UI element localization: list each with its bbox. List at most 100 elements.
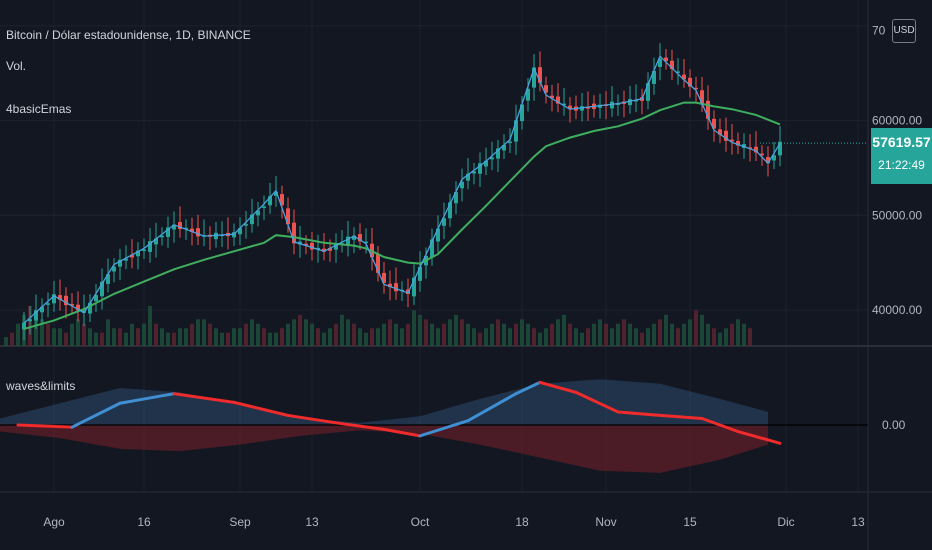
- volume-bar: [70, 323, 74, 346]
- candle-body: [286, 208, 290, 225]
- volume-bar: [274, 332, 278, 346]
- candle-body: [382, 272, 386, 283]
- wave-segment: [736, 430, 782, 445]
- oscillator-pane: [0, 379, 868, 473]
- volume-bar: [370, 328, 374, 346]
- volume-bar: [592, 323, 596, 346]
- volume-bar: [88, 328, 92, 346]
- candle-body: [694, 87, 698, 90]
- volume-bar: [178, 328, 182, 346]
- candle-body: [682, 74, 686, 80]
- volume-bar: [220, 332, 224, 346]
- wave-segment: [514, 380, 542, 396]
- price-tick-label: 40000.00: [872, 303, 922, 317]
- candle-body: [346, 236, 350, 246]
- volume-bar: [586, 328, 590, 346]
- candle-body: [448, 202, 452, 219]
- volume-bar: [64, 332, 68, 346]
- candle-body: [256, 210, 260, 216]
- volume-bar: [742, 323, 746, 346]
- ema-fast-line: [23, 55, 781, 324]
- volume-bar: [562, 314, 566, 346]
- candle-body: [748, 147, 752, 149]
- volume-bar: [532, 328, 536, 346]
- wave-segment: [574, 390, 620, 414]
- candle-body: [316, 247, 320, 250]
- volume-bar: [394, 323, 398, 346]
- candle-body: [610, 101, 614, 109]
- candle-body: [64, 295, 68, 306]
- wave-segment: [418, 419, 470, 438]
- candle-body: [490, 157, 494, 160]
- candle-body: [328, 247, 332, 251]
- candle-body: [22, 322, 26, 330]
- symbol-legend[interactable]: Bitcoin / Dólar estadounidense, 1D, BINA…: [6, 28, 251, 42]
- volume-bar: [76, 319, 80, 346]
- volume-bar: [268, 332, 272, 346]
- volume-bar: [412, 310, 416, 346]
- bar-countdown: 21:22:49: [878, 158, 925, 172]
- candle-body: [718, 129, 722, 135]
- volume-bar: [244, 323, 248, 346]
- candle-body: [358, 234, 362, 242]
- candle-body: [502, 144, 506, 151]
- volume-bar: [526, 323, 530, 346]
- volume-bar: [484, 328, 488, 346]
- volume-bar: [304, 319, 308, 346]
- volume-bar: [94, 332, 98, 346]
- volume-bar: [154, 323, 158, 346]
- wave-segment: [382, 427, 422, 438]
- volume-bar: [430, 323, 434, 346]
- volume-bar: [190, 323, 194, 346]
- candle-body: [142, 249, 146, 251]
- wave-segment: [118, 392, 176, 405]
- candle-body: [730, 139, 734, 142]
- volume-bar: [418, 314, 422, 346]
- wave-segment: [658, 413, 704, 420]
- volume-bar: [730, 323, 734, 346]
- ema-legend[interactable]: 4basicEmas: [6, 102, 72, 116]
- volume-bar: [502, 323, 506, 346]
- volume-bar: [352, 323, 356, 346]
- wave-segment: [232, 400, 290, 417]
- volume-bar: [16, 323, 20, 346]
- candle-body: [244, 224, 248, 226]
- currency-button[interactable]: USD: [892, 19, 916, 43]
- wave-segment: [700, 416, 740, 434]
- candle-body: [388, 283, 392, 288]
- volume-bar: [208, 323, 212, 346]
- candle-body: [676, 71, 680, 73]
- candle-body: [178, 222, 182, 230]
- volume-bar: [124, 332, 128, 346]
- candlesticks: [22, 43, 782, 341]
- volume-bar: [298, 314, 302, 346]
- price-tick-label: 60000.00: [872, 114, 922, 128]
- volume-bar: [616, 323, 620, 346]
- wave-segment: [286, 413, 338, 425]
- volume-bar: [472, 328, 476, 346]
- volume-bar: [544, 328, 548, 346]
- volume-legend[interactable]: Vol.: [6, 59, 27, 73]
- volume-bar: [112, 328, 116, 346]
- volume-bar: [652, 323, 656, 346]
- candle-body: [460, 181, 464, 189]
- volume-bar: [598, 319, 602, 346]
- volume-bar: [346, 319, 350, 346]
- candle-body: [124, 258, 128, 261]
- volume-bar: [556, 319, 560, 346]
- volume-bar: [376, 328, 380, 346]
- candle-body: [112, 266, 116, 272]
- volume-bar: [664, 314, 668, 346]
- candle-body: [418, 266, 422, 281]
- oscillator-legend[interactable]: waves&limits: [6, 379, 76, 393]
- volume-bar: [334, 323, 338, 346]
- volume-bar: [640, 332, 644, 346]
- volume-bar: [100, 332, 104, 346]
- time-tick-label: 15: [683, 515, 697, 529]
- candle-body: [772, 155, 776, 161]
- volume-bar: [340, 314, 344, 346]
- candle-body: [130, 254, 134, 258]
- wave-segment: [616, 410, 662, 417]
- candle-body: [412, 277, 416, 297]
